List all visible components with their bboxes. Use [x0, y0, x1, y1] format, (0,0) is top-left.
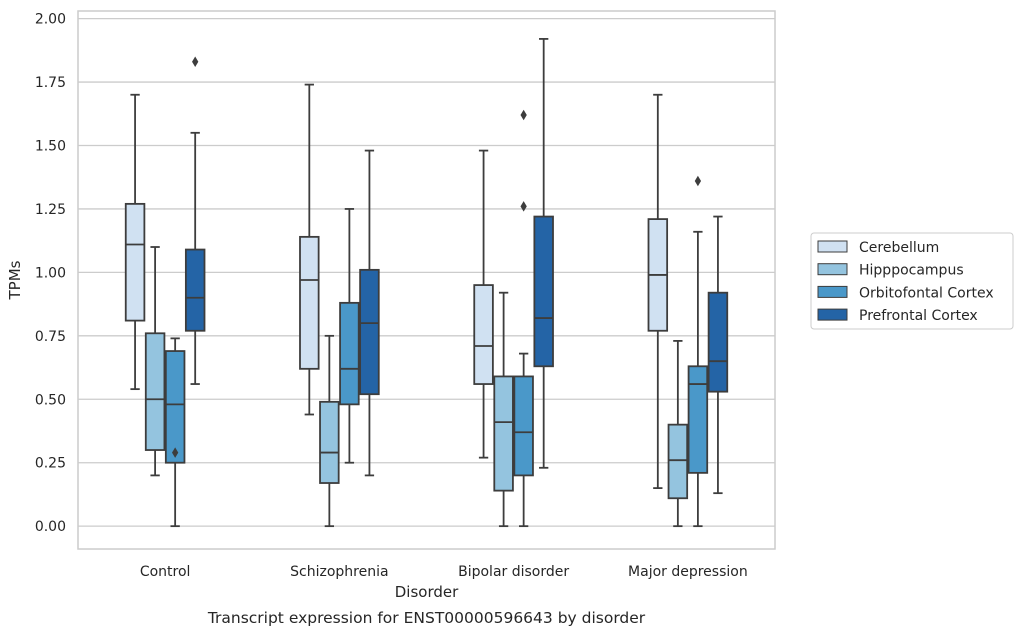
y-tick-label: 0.75: [35, 329, 66, 345]
x-tick-label: Schizophrenia: [290, 564, 388, 580]
iqr-box: [687, 365, 709, 474]
box-group: [493, 291, 514, 528]
x-tick-label: Bipolar disorder: [458, 564, 569, 580]
plot-frame: [77, 10, 776, 550]
iqr-box: [473, 284, 494, 385]
iqr-box: [359, 268, 380, 396]
x-tick-label: Major depression: [628, 564, 748, 580]
box-group: [124, 93, 146, 391]
y-tick-labels: 0.00 0.25 0.50 0.75 1.00 1.25 1.50 1.75 2.00: [35, 12, 66, 536]
iqr-box: [319, 400, 340, 484]
y-tick-label: 1.50: [35, 139, 66, 155]
iqr-box: [513, 375, 534, 477]
box-elements: [124, 38, 729, 528]
box-group: [319, 334, 340, 528]
iqr-box: [667, 423, 689, 500]
x-tick-label: Control: [140, 564, 191, 580]
box-group: [707, 215, 729, 495]
box-group: [359, 149, 380, 477]
legend-entry-label: Cerebellum: [859, 240, 939, 256]
iqr-box: [299, 235, 320, 370]
iqr-box: [164, 350, 186, 464]
iqr-box: [493, 375, 514, 492]
box-group: [667, 340, 689, 528]
grid-lines: [78, 17, 775, 527]
iqr-box: [184, 248, 206, 332]
y-axis-label: TPMs: [6, 260, 24, 300]
legend: Cerebellum Hipppocampus Orbitofontal Corte…: [810, 232, 1014, 330]
box-group: [164, 337, 186, 528]
iqr-box: [533, 215, 554, 368]
box-group: [647, 93, 669, 489]
box-group: [473, 149, 494, 459]
legend-frame: [810, 232, 1014, 330]
outlier-point: [171, 447, 179, 458]
legend-entry-label: Hipppocampus: [859, 263, 964, 279]
box-group: [299, 83, 320, 416]
iqr-box: [339, 301, 360, 406]
y-tick-label: 1.75: [35, 75, 66, 91]
y-tick-label: 2.00: [35, 12, 66, 28]
box-group: [533, 38, 554, 469]
box-group: [339, 208, 360, 464]
chart-caption: Transcript expression for ENST0000059664…: [207, 609, 646, 627]
outlier-point: [520, 109, 527, 121]
outlier-point: [694, 175, 702, 187]
outlier-point: [520, 201, 527, 212]
box-group: [184, 56, 206, 385]
legend-swatch: [817, 285, 848, 298]
box-group: [144, 246, 166, 477]
y-tick-label: 0.50: [35, 392, 66, 408]
outlier-point: [192, 56, 199, 68]
iqr-box: [707, 291, 729, 393]
legend-swatch: [817, 263, 848, 276]
iqr-box: [144, 332, 166, 451]
y-tick-label: 0.00: [35, 519, 66, 535]
box-group: [687, 175, 709, 528]
iqr-box: [124, 202, 146, 322]
legend-swatch: [817, 240, 848, 253]
x-axis-label: Disorder: [395, 583, 459, 601]
y-tick-label: 1.00: [35, 265, 66, 281]
x-tick-labels: Control Schizophrenia Bipolar disorder Majo…: [140, 564, 748, 580]
legend-entry-label: Prefrontal Cortex: [859, 308, 978, 324]
legend-swatch: [817, 308, 848, 321]
legend-entry-label: Orbitofontal Cortex: [859, 285, 994, 301]
y-tick-label: 0.25: [35, 456, 66, 472]
y-tick-label: 1.25: [35, 202, 66, 218]
box-group: [513, 109, 534, 528]
